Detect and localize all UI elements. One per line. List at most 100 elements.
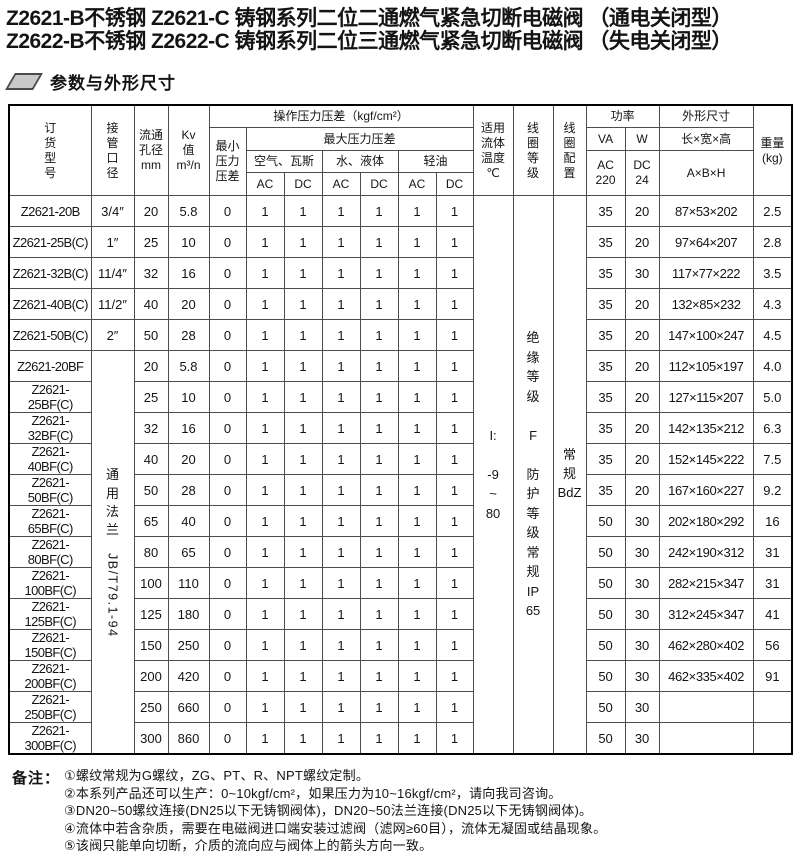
air-dc-cell: 1	[283, 319, 323, 351]
min-dp-cell: 0	[208, 629, 247, 661]
water-dc-cell: 1	[359, 629, 399, 661]
header-oil-ac: AC	[397, 172, 437, 196]
air-ac-cell: 1	[245, 381, 285, 413]
water-dc-cell: 1	[359, 350, 399, 382]
weight-cell: 2.5	[752, 195, 793, 227]
table-row: Z2621-32B(C) 11/4″ 32 16 0 1 1 1 1 1 1 35 30 117×77×2…	[8, 257, 793, 289]
header-air-dc: DC	[283, 172, 323, 196]
model-cell: Z2621-200BF(C)	[8, 660, 92, 692]
header-bore-diameter: 流通 孔径 mm	[133, 104, 169, 196]
air-ac-cell: 1	[245, 319, 285, 351]
bore-cell: 25	[133, 226, 169, 258]
air-dc-cell: 1	[283, 443, 323, 475]
water-dc-cell: 1	[359, 474, 399, 506]
notes-list: ①螺纹常规为G螺纹，ZG、PT、R、NPT螺纹定制。 ②本系列产品还可以生产：0…	[64, 767, 606, 855]
power-w-cell: 30	[624, 536, 660, 568]
oil-dc-cell: 1	[435, 474, 474, 506]
power-w-cell: 20	[624, 350, 660, 382]
power-va-cell: 50	[585, 629, 626, 661]
power-w-cell: 20	[624, 288, 660, 320]
table-row: Z2621-125BF(C) 125 180 0 1 1 1 1 1 1 50 30 312×245×3…	[8, 598, 793, 630]
weight-cell: 91	[752, 660, 793, 692]
air-dc-cell: 1	[283, 722, 323, 755]
dimensions-cell: 147×100×247	[658, 319, 754, 351]
model-cell: Z2621-50B(C)	[8, 319, 92, 351]
pipe-size-cell: 11/4″	[90, 257, 135, 289]
pipe-size-cell: 2″	[90, 319, 135, 351]
oil-ac-cell: 1	[397, 629, 437, 661]
min-dp-cell: 0	[208, 257, 247, 289]
power-va-cell: 35	[585, 319, 626, 351]
oil-ac-cell: 1	[397, 412, 437, 444]
oil-ac-cell: 1	[397, 257, 437, 289]
oil-ac-cell: 1	[397, 660, 437, 692]
bore-cell: 32	[133, 257, 169, 289]
dimensions-cell: 167×160×227	[658, 474, 754, 506]
dimensions-cell: 87×53×202	[658, 195, 754, 227]
dimensions-cell: 462×335×402	[658, 660, 754, 692]
oil-dc-cell: 1	[435, 505, 474, 537]
water-dc-cell: 1	[359, 722, 399, 755]
water-ac-cell: 1	[321, 381, 361, 413]
water-dc-cell: 1	[359, 412, 399, 444]
air-dc-cell: 1	[283, 660, 323, 692]
table-row: Z2621-25BF(C) 25 10 0 1 1 1 1 1 1 35 20 127×115×207 5…	[8, 381, 793, 413]
power-w-cell: 20	[624, 412, 660, 444]
kv-cell: 10	[167, 381, 210, 413]
water-dc-cell: 1	[359, 319, 399, 351]
oil-dc-cell: 1	[435, 567, 474, 599]
kv-cell: 20	[167, 288, 210, 320]
water-ac-cell: 1	[321, 598, 361, 630]
header-weight: 重量 (kg)	[752, 104, 793, 196]
table-row: Z2621-80BF(C) 80 65 0 1 1 1 1 1 1 50 30 242×190×312 3…	[8, 536, 793, 568]
air-ac-cell: 1	[245, 288, 285, 320]
oil-ac-cell: 1	[397, 381, 437, 413]
oil-dc-cell: 1	[435, 536, 474, 568]
oil-dc-cell: 1	[435, 660, 474, 692]
water-ac-cell: 1	[321, 629, 361, 661]
oil-dc-cell: 1	[435, 598, 474, 630]
kv-cell: 28	[167, 474, 210, 506]
model-cell: Z2621-50BF(C)	[8, 474, 92, 506]
header-kv-value: Kv 值 m³/n	[167, 104, 210, 196]
flange-standard-cn: 通 用 法 兰	[105, 467, 119, 537]
min-dp-cell: 0	[208, 598, 247, 630]
water-dc-cell: 1	[359, 660, 399, 692]
header-water-ac: AC	[321, 172, 361, 196]
dimensions-cell: 142×135×212	[658, 412, 754, 444]
table-row: Z2621-25B(C) 1″ 25 10 0 1 1 1 1 1 1 35 20 97×64×207 2.…	[8, 226, 793, 258]
air-dc-cell: 1	[283, 381, 323, 413]
kv-cell: 16	[167, 412, 210, 444]
oil-dc-cell: 1	[435, 443, 474, 475]
dimensions-cell: 202×180×292	[658, 505, 754, 537]
power-w-cell: 20	[624, 443, 660, 475]
air-dc-cell: 1	[283, 474, 323, 506]
pipe-size-cell: 1″	[90, 226, 135, 258]
water-dc-cell: 1	[359, 505, 399, 537]
note-item-3: ③DN20~50螺纹连接(DN25以下无铸钢阀体)，DN20~50法兰连接(DN…	[64, 803, 593, 818]
min-dp-cell: 0	[208, 412, 247, 444]
section-title: 参数与外形尺寸	[50, 74, 176, 93]
header-dims-lwh: 长×宽×高	[658, 127, 754, 151]
air-ac-cell: 1	[245, 722, 285, 755]
page-title-line2: Z2622-B不锈钢 Z2622-C 铸钢系列二位三通燃气紧急切断电磁阀 （失电…	[6, 30, 732, 53]
power-w-cell: 30	[624, 567, 660, 599]
header-order-model: 订 货 型 号	[8, 104, 92, 196]
water-dc-cell: 1	[359, 443, 399, 475]
header-dc24: DC 24	[624, 150, 660, 196]
kv-cell: 860	[167, 722, 210, 755]
air-ac-cell: 1	[245, 226, 285, 258]
oil-ac-cell: 1	[397, 195, 437, 227]
table-row: Z2621-20BF 通 用 法 兰 JB/T79.1-94 20 5.8 0 1 1 1 1 1 1…	[8, 350, 793, 755]
kv-cell: 20	[167, 443, 210, 475]
table-row: Z2621-20B 3/4″ 20 5.8 0 1 1 1 1 1 1 I: -9 ~ 80 绝 缘 等…	[8, 195, 793, 755]
weight-cell: 3.5	[752, 257, 793, 289]
water-ac-cell: 1	[321, 257, 361, 289]
weight-cell: 4.0	[752, 350, 793, 382]
weight-cell: 2.8	[752, 226, 793, 258]
notes-block: 备注： ①螺纹常规为G螺纹，ZG、PT、R、NPT螺纹定制。 ②本系列产品还可以…	[12, 767, 800, 855]
power-va-cell: 50	[585, 722, 626, 755]
power-w-cell: 20	[624, 474, 660, 506]
header-power-w: W	[624, 127, 660, 151]
